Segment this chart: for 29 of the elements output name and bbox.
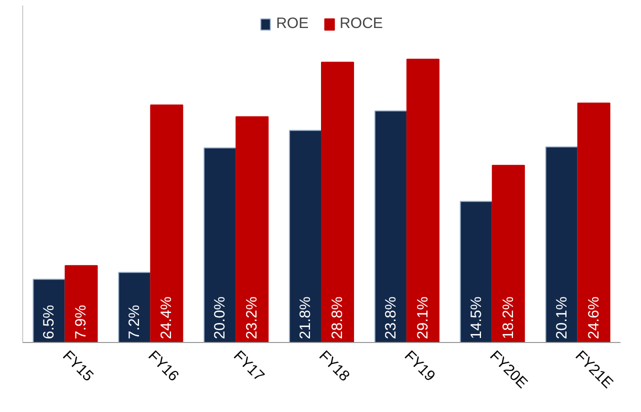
- data-label: 14.5%: [468, 296, 485, 340]
- bar: [236, 116, 269, 342]
- bar: [150, 104, 184, 342]
- data-label: 23.8%: [382, 296, 400, 340]
- bar: [64, 265, 98, 342]
- bar: [118, 272, 152, 342]
- data-label: 24.6%: [585, 296, 602, 340]
- data-label: 20.0%: [212, 296, 229, 340]
- data-label: 28.8%: [329, 296, 346, 340]
- bar: [374, 110, 408, 342]
- bar: [545, 146, 578, 342]
- data-label: 23.2%: [244, 296, 261, 340]
- legend-label: ROE: [276, 15, 309, 32]
- data-label: 18.2%: [500, 296, 517, 340]
- bar: [577, 102, 610, 342]
- bar: [492, 164, 525, 342]
- bar: [288, 130, 322, 342]
- data-label: 20.1%: [553, 296, 570, 340]
- legend-label: ROCE: [340, 15, 383, 32]
- data-label: 7.2%: [126, 304, 144, 340]
- data-label: 21.8%: [296, 296, 314, 340]
- bar: [204, 147, 237, 342]
- bar: [406, 58, 440, 342]
- bar: [321, 62, 354, 342]
- data-label: 7.9%: [72, 304, 90, 340]
- data-label: 29.1%: [414, 296, 432, 340]
- bar: [460, 200, 493, 342]
- data-label: 24.4%: [158, 296, 176, 340]
- data-label: 6.5%: [40, 304, 58, 340]
